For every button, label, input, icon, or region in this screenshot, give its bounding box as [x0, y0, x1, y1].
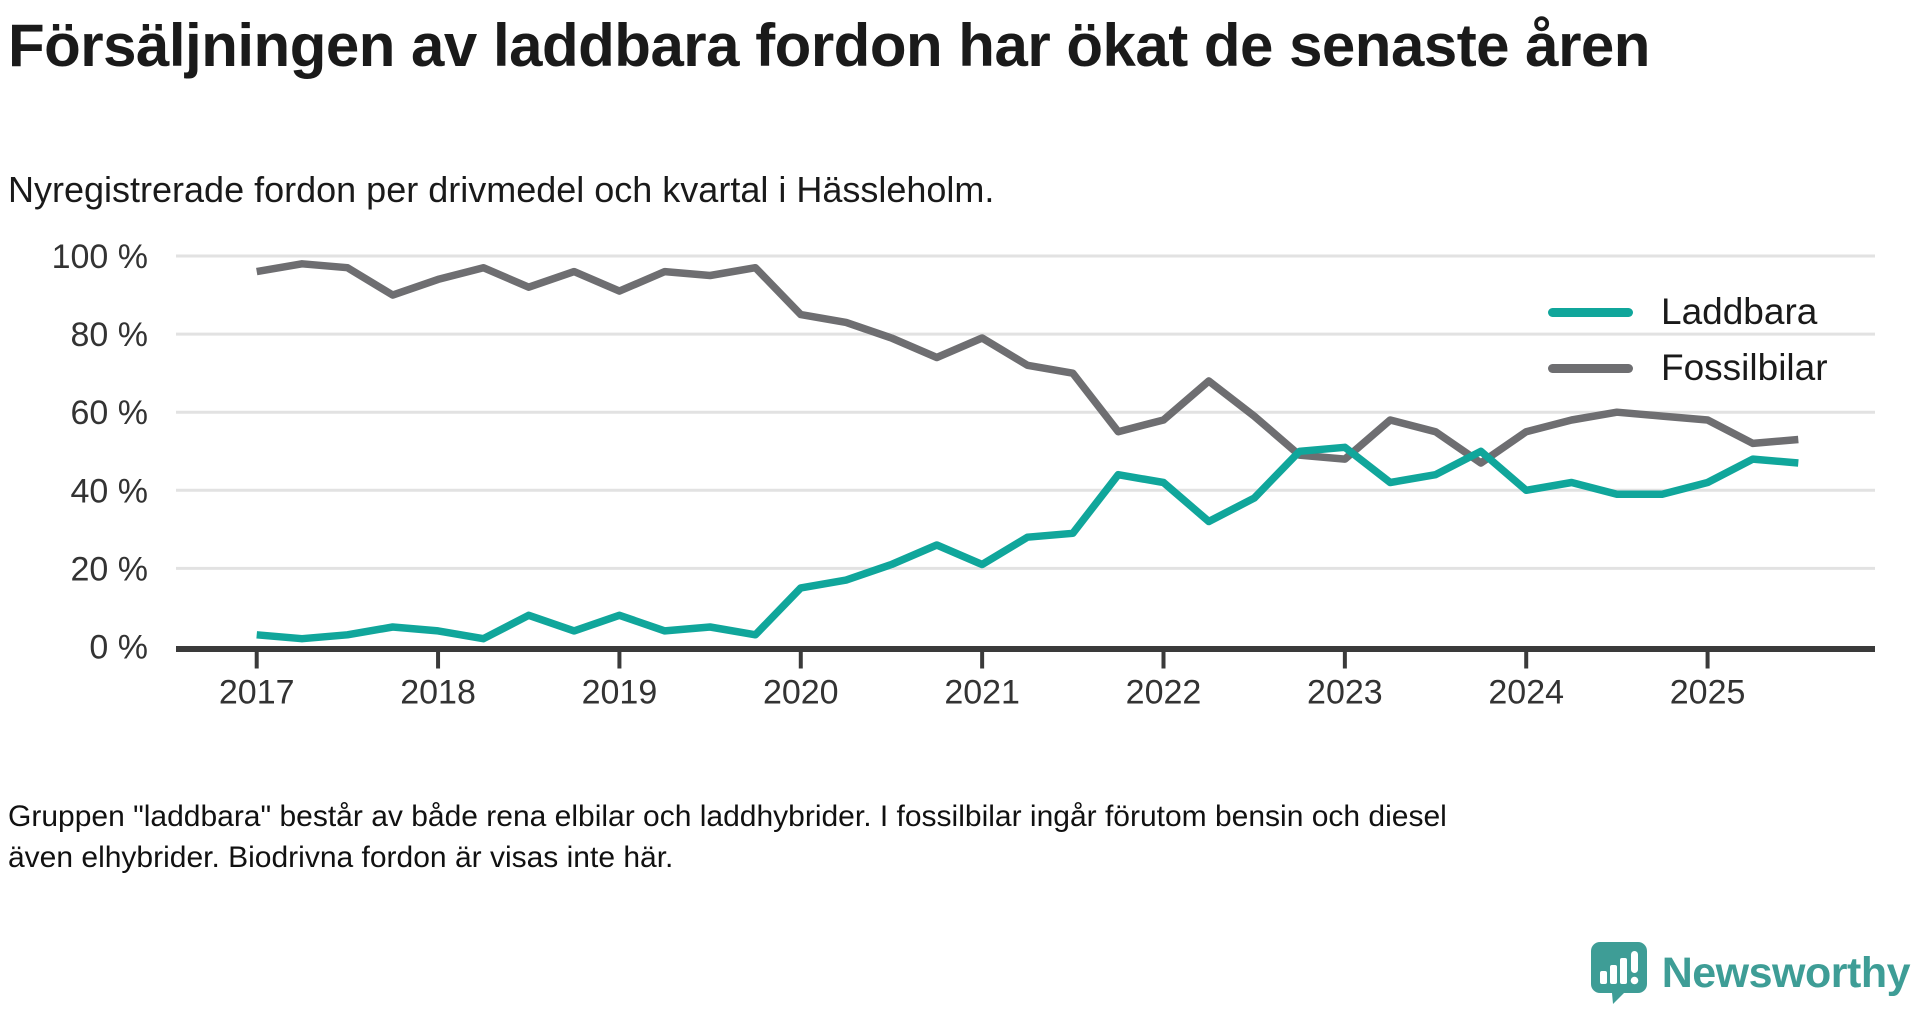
legend-item-fossilbilar: Fossilbilar [1548, 340, 1828, 396]
legend-label-fossilbilar: Fossilbilar [1661, 347, 1828, 388]
chart-legend: Laddbara Fossilbilar [1548, 284, 1828, 396]
x-tick-label-2018: 2018 [400, 674, 476, 712]
chart-subtitle: Nyregistrerade fordon per drivmedel och … [8, 169, 995, 210]
chart-title: Försäljningen av laddbara fordon har öka… [8, 12, 1650, 79]
legend-item-laddbara: Laddbara [1548, 284, 1828, 340]
x-tick-label-2020: 2020 [763, 674, 839, 712]
y-tick-label-80: 80 % [71, 316, 149, 354]
x-tick-label-2021: 2021 [944, 674, 1020, 712]
line-chart: 2017 2018 2019 2020 2021 2022 2023 2024 2025 0 % 2… [52, 238, 1875, 712]
x-tick-label-2022: 2022 [1126, 674, 1202, 712]
x-tick-label-2024: 2024 [1488, 674, 1564, 712]
y-tick-label-40: 40 % [71, 472, 149, 510]
y-tick-label-20: 20 % [71, 550, 149, 588]
footer-note: Gruppen "laddbara" består av både rena e… [8, 800, 1447, 874]
newsworthy-logo: Newsworthy [1590, 941, 1911, 1005]
newsworthy-logo-text: Newsworthy [1661, 948, 1911, 997]
fossilbilar-swatch-icon [1548, 363, 1633, 373]
newsworthy-logo-icon [1590, 942, 1647, 1004]
y-tick-label-60: 60 % [71, 394, 149, 432]
series-line-laddbara [256, 443, 1799, 643]
x-tick-label-2023: 2023 [1307, 674, 1383, 712]
series-line-fossilbilar [256, 260, 1799, 467]
x-tick-label-2019: 2019 [582, 674, 658, 712]
y-tick-label-0: 0 % [89, 629, 148, 667]
laddbara-swatch-icon [1548, 307, 1633, 317]
x-tick-label-2025: 2025 [1670, 674, 1746, 712]
y-tick-label-100: 100 % [52, 238, 148, 276]
legend-label-laddbara: Laddbara [1661, 291, 1818, 332]
x-tick-label-2017: 2017 [219, 674, 295, 712]
